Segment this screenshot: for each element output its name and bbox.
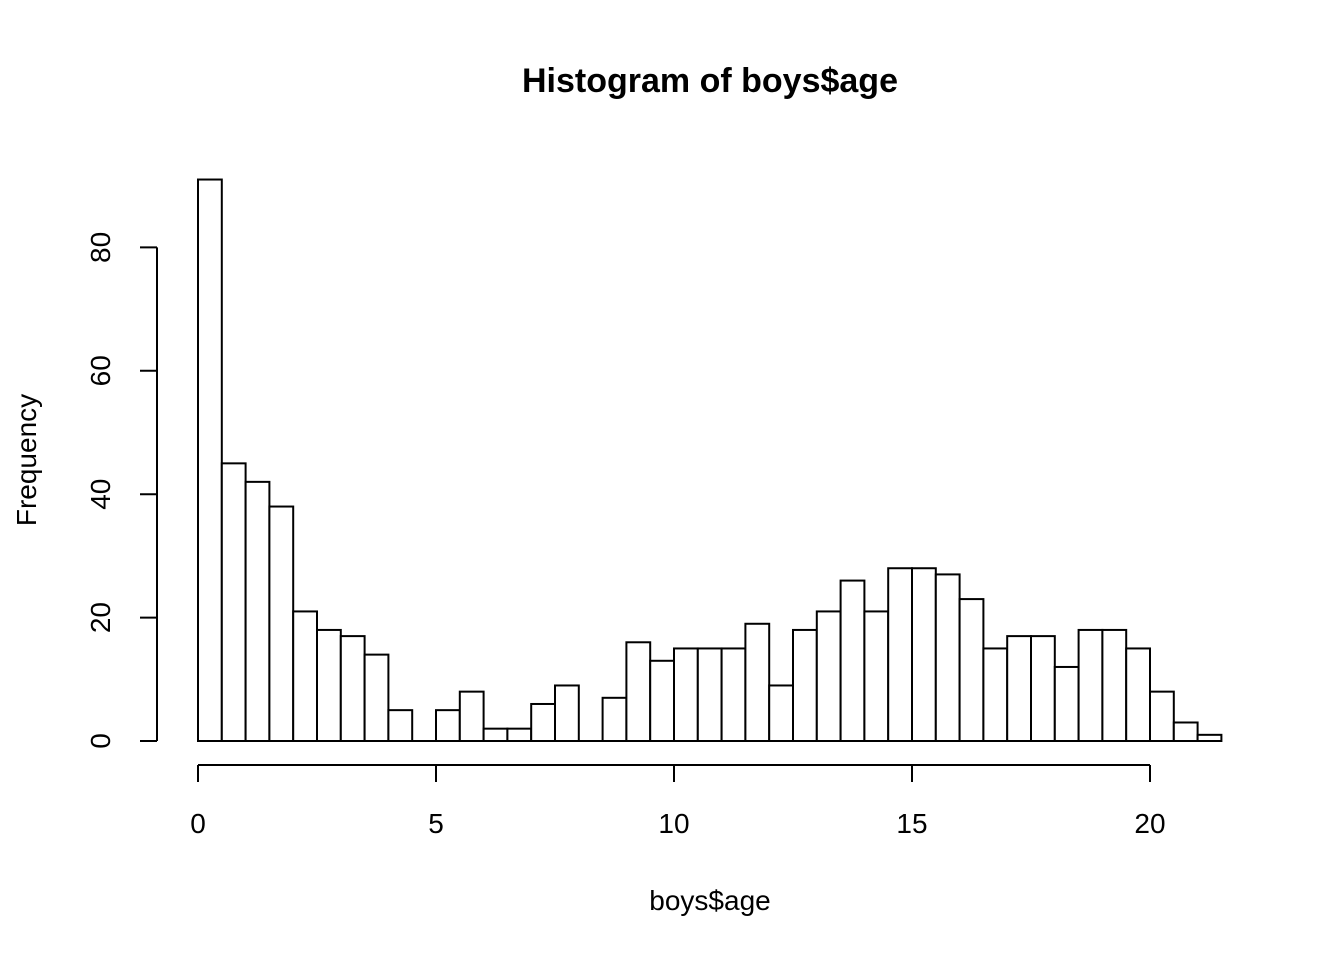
histogram-bar bbox=[744, 622, 771, 743]
histogram-bar bbox=[220, 462, 247, 742]
y-tick-label: 40 bbox=[85, 479, 116, 510]
histogram-bar bbox=[1172, 721, 1199, 742]
chart-title: Histogram of boys$age bbox=[522, 62, 898, 100]
x-tick-label: 15 bbox=[896, 808, 927, 839]
histogram-bar bbox=[887, 567, 914, 742]
histogram-bar bbox=[911, 567, 937, 742]
y-axis: 0 20 40 60 80 bbox=[85, 232, 158, 749]
y-tick-label: 20 bbox=[85, 602, 116, 633]
histogram-bar bbox=[292, 610, 319, 742]
histogram-bar bbox=[339, 635, 366, 742]
histogram-bar bbox=[839, 579, 866, 743]
histogram-bar bbox=[1030, 635, 1056, 742]
histogram-bar bbox=[1196, 733, 1223, 743]
histogram-bar bbox=[720, 647, 747, 743]
y-tick-label: 0 bbox=[85, 733, 116, 749]
histogram-bar bbox=[768, 684, 795, 742]
y-tick-label: 60 bbox=[85, 355, 116, 386]
histogram-bar bbox=[458, 690, 485, 743]
histogram-bar bbox=[506, 727, 533, 742]
histogram-bar bbox=[815, 610, 842, 742]
histogram-bar bbox=[244, 480, 271, 742]
x-tick-label: 0 bbox=[190, 808, 206, 839]
histogram-bar bbox=[1149, 690, 1175, 743]
histogram-bar bbox=[863, 610, 890, 742]
histogram-bar bbox=[982, 647, 1009, 743]
histogram-bar bbox=[554, 684, 580, 742]
histogram-bar bbox=[530, 702, 557, 742]
histogram-bar bbox=[792, 628, 818, 742]
histogram-bar bbox=[673, 647, 699, 743]
histogram-bar bbox=[197, 178, 223, 742]
histogram-bar bbox=[625, 641, 652, 743]
histogram-bar bbox=[482, 727, 509, 742]
histogram-bar bbox=[934, 573, 961, 742]
x-axis-label: boys$age bbox=[649, 885, 770, 916]
bars-group bbox=[197, 178, 1223, 743]
y-tick-label: 80 bbox=[85, 232, 116, 263]
x-tick-label: 10 bbox=[658, 808, 689, 839]
histogram-bar bbox=[1006, 635, 1033, 742]
histogram-bar bbox=[958, 598, 985, 743]
histogram-bar bbox=[1125, 647, 1151, 743]
histogram-bar bbox=[601, 696, 628, 742]
histogram-bar bbox=[387, 709, 414, 743]
histogram-bar bbox=[316, 628, 342, 742]
x-tick-label: 20 bbox=[1134, 808, 1165, 839]
histogram-bar bbox=[1077, 628, 1104, 742]
histogram-bar bbox=[1053, 665, 1080, 743]
y-axis-label: Frequency bbox=[11, 394, 42, 526]
x-tick-label: 5 bbox=[428, 808, 444, 839]
histogram-bar bbox=[1101, 628, 1128, 742]
histogram-bar bbox=[696, 647, 723, 743]
x-axis: 0 5 10 15 20 bbox=[190, 764, 1166, 839]
histogram-bar bbox=[268, 505, 295, 743]
histogram-bar bbox=[435, 709, 461, 743]
histogram-bar bbox=[363, 653, 390, 742]
histogram-bar bbox=[649, 659, 676, 742]
